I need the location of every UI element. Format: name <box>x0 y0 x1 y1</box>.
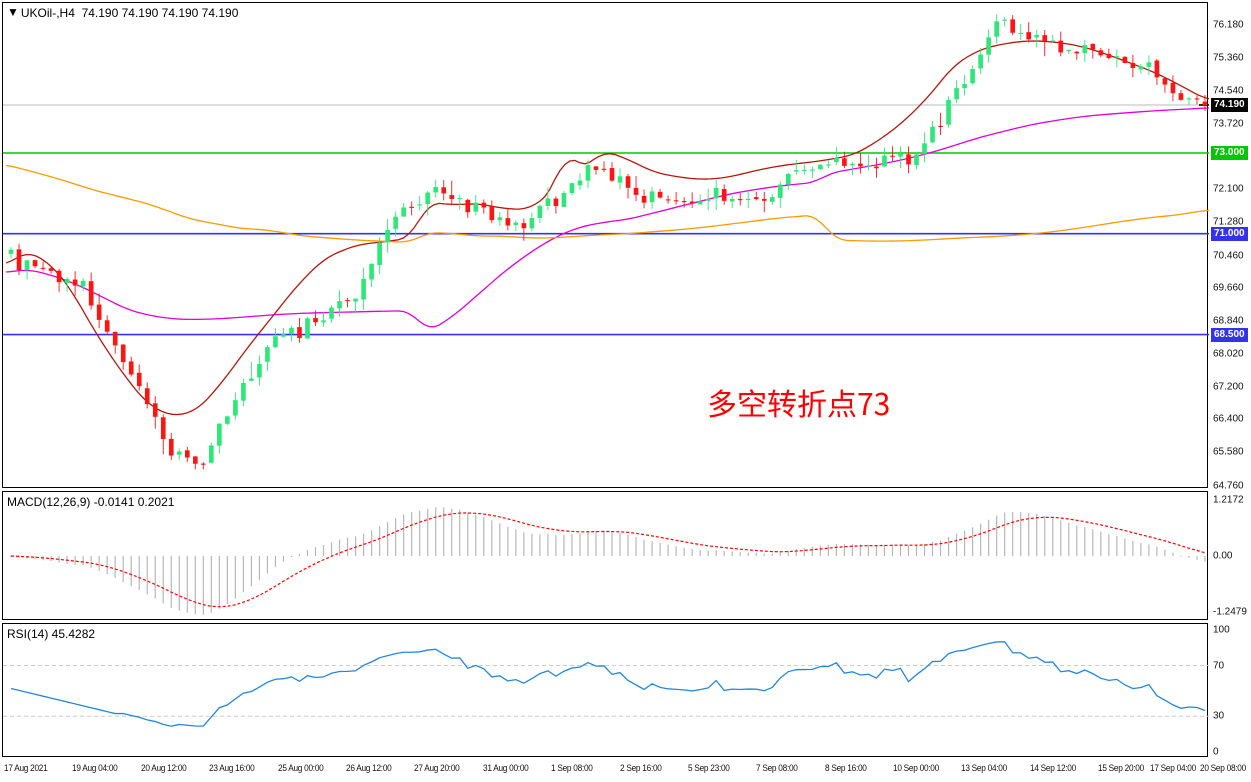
svg-text:多空转折点73: 多空转折点73 <box>707 380 890 424</box>
